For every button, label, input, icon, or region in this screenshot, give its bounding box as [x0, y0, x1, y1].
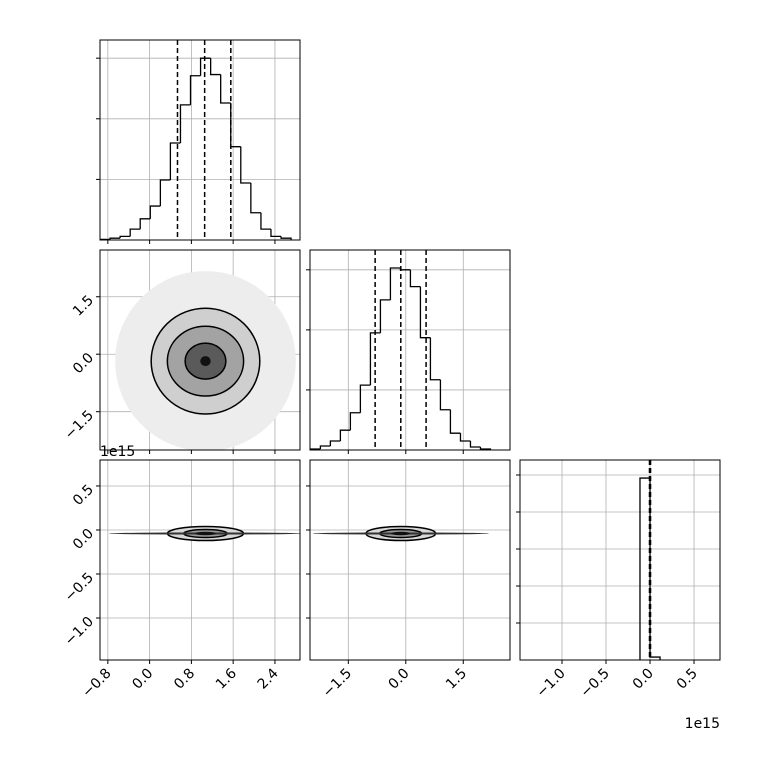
histogram-bin	[469, 440, 481, 448]
histogram-bin	[250, 183, 261, 214]
x-tick-label: 0.5	[674, 666, 701, 693]
panel-frame	[99, 459, 301, 661]
density-contour	[195, 531, 216, 536]
histogram-bin	[409, 269, 421, 288]
histogram-bin	[449, 409, 461, 434]
histogram-bin	[479, 446, 492, 450]
histogram-bin	[359, 384, 371, 413]
histogram-bin	[189, 75, 201, 105]
histogram-bin	[100, 238, 111, 240]
x-tick-label: 0.8	[171, 666, 198, 693]
histogram-bin	[149, 205, 161, 219]
histogram-bin	[280, 236, 292, 240]
histogram-bin	[139, 218, 151, 230]
y-tick-label: 0.0	[70, 350, 97, 377]
histogram-bin	[459, 433, 471, 442]
histogram-bin	[419, 286, 431, 339]
x-tick-label: 0.0	[630, 666, 657, 693]
density-contour	[391, 531, 411, 536]
x-tick-label: 0.0	[129, 666, 156, 693]
panel-frame	[519, 459, 721, 661]
panel-frame	[99, 39, 301, 241]
histogram-bin	[369, 332, 381, 386]
histogram-bin	[349, 412, 361, 431]
x-tick-label: 2.4	[255, 665, 282, 692]
histogram-bin	[429, 337, 441, 381]
histogram-bin	[329, 440, 341, 446]
histogram-bin	[240, 146, 251, 184]
histogram-bin	[649, 478, 661, 660]
histogram-bin	[169, 142, 181, 180]
histogram-bin	[210, 58, 221, 76]
histogram-bin	[220, 74, 231, 104]
histogram-bin	[389, 267, 401, 300]
histogram-bin	[119, 235, 131, 239]
panel-frame	[99, 249, 301, 451]
x-offset-label: 1e15	[685, 716, 720, 732]
y-tick-label: 0.0	[70, 526, 97, 553]
y-tick-label: 0.5	[70, 482, 97, 509]
y-tick-label: −1.0	[62, 614, 97, 649]
histogram-bin	[179, 104, 191, 144]
panel-frame	[309, 459, 511, 661]
x-tick-label: 0.0	[386, 666, 413, 693]
histogram-bin	[109, 237, 121, 240]
density-contour	[200, 356, 211, 367]
histogram-bin	[339, 429, 351, 441]
histogram-bin	[129, 228, 141, 237]
x-tick-label: −1.5	[320, 666, 355, 701]
histogram-bin	[159, 179, 171, 207]
histogram-bin	[230, 103, 241, 148]
x-tick-label: −1.0	[533, 666, 568, 701]
histogram-bin	[260, 212, 271, 230]
histogram-bin	[639, 477, 651, 660]
histogram-bin	[379, 299, 391, 333]
histogram-bin	[199, 57, 211, 76]
x-tick-label: −0.5	[577, 666, 612, 701]
y-offset-label: 1e15	[100, 444, 135, 460]
y-tick-label: 1.5	[70, 293, 97, 320]
x-tick-label: 1.5	[443, 666, 470, 693]
histogram-bin	[270, 229, 282, 238]
histogram-bin	[439, 379, 451, 411]
x-tick-label: 1.6	[213, 665, 240, 692]
panel-frame	[309, 249, 511, 451]
histogram-bin	[319, 445, 331, 449]
y-tick-label: −0.5	[62, 570, 97, 605]
y-tick-label: −1.5	[62, 407, 97, 442]
x-tick-label: −0.8	[79, 666, 114, 701]
